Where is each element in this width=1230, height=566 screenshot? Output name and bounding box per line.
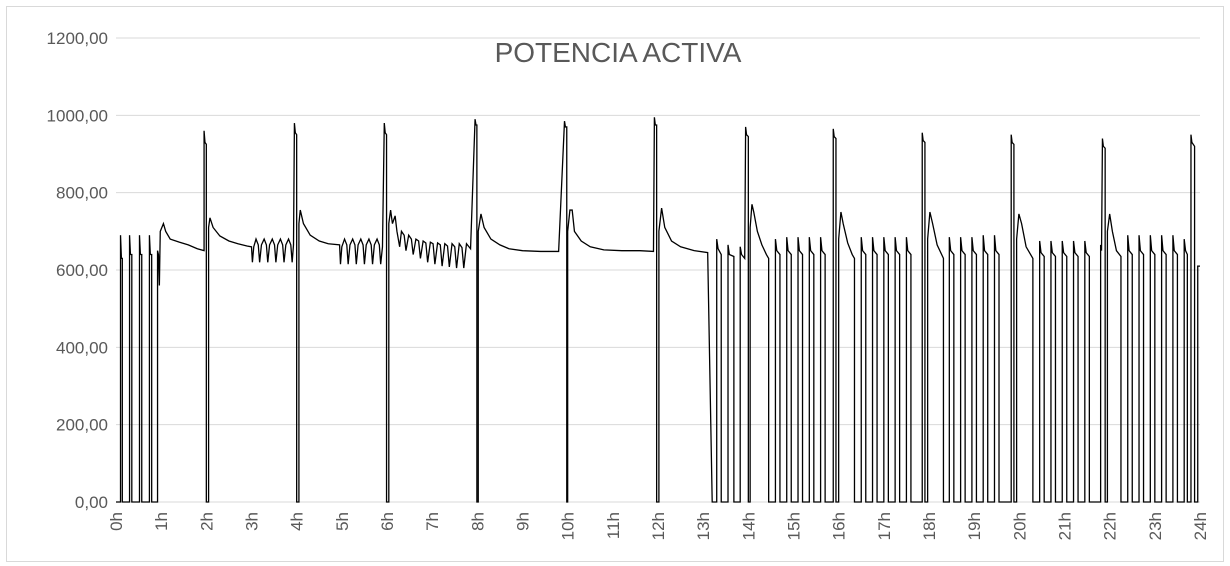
y-tick-label: 1200,00 [47, 29, 108, 48]
series-layer [116, 117, 1200, 503]
y-tick-label: 200,00 [56, 416, 108, 435]
x-axis: 0h 1h 2h 3h 4h 5h 6h 7h 8h 9h 10h 11h 12h 13h 14h 15h 16… [107, 512, 1210, 540]
x-tick-label: 24h [1191, 512, 1210, 540]
x-tick-label: 12h [649, 512, 668, 540]
y-tick-label: 1000,00 [47, 106, 108, 125]
x-tick-label: 3h [243, 512, 262, 531]
x-tick-label: 16h [830, 512, 849, 540]
x-tick-label: 0h [107, 512, 126, 531]
y-tick-label: 400,00 [56, 338, 108, 357]
chart-title: POTENCIA ACTIVA [495, 37, 742, 68]
x-tick-label: 4h [288, 512, 307, 531]
y-tick-label: 0,00 [75, 493, 108, 512]
x-tick-label: 11h [604, 512, 623, 539]
x-tick-label: 23h [1146, 512, 1165, 540]
series-line [116, 117, 1200, 503]
x-tick-label: 21h [1056, 512, 1075, 540]
y-axis: 0,00 200,00 400,00 600,00 800,00 1000,00 1200,… [47, 29, 108, 512]
x-tick-label: 13h [694, 512, 713, 540]
x-tick-label: 9h [514, 512, 533, 531]
x-tick-label: 15h [785, 512, 804, 540]
x-tick-label: 10h [559, 512, 578, 540]
x-tick-label: 20h [1010, 512, 1029, 540]
x-tick-label: 18h [920, 512, 939, 540]
x-tick-label: 8h [468, 512, 487, 531]
y-tick-label: 600,00 [56, 261, 108, 280]
y-tick-label: 800,00 [56, 184, 108, 203]
x-tick-label: 14h [739, 512, 758, 540]
x-tick-label: 6h [378, 512, 397, 531]
x-tick-label: 22h [1101, 512, 1120, 540]
x-tick-label: 19h [965, 512, 984, 540]
x-tick-label: 1h [152, 512, 171, 531]
x-tick-label: 5h [333, 512, 352, 531]
x-tick-label: 7h [423, 512, 442, 531]
x-tick-label: 2h [197, 512, 216, 531]
gridlines [116, 37, 1200, 503]
x-tick-label: 17h [875, 512, 894, 540]
